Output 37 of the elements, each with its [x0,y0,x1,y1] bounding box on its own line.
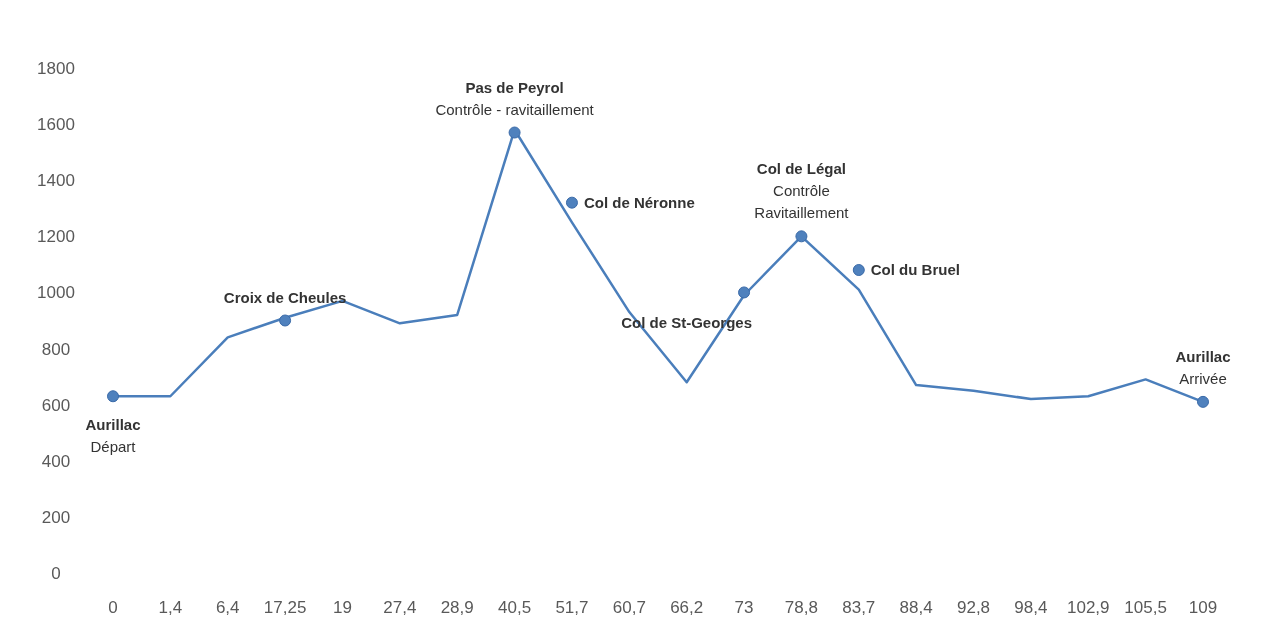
x-tick-label: 98,4 [1014,598,1048,617]
annotation: Col de Néronne [583,193,695,211]
x-tick-label: 19 [333,598,352,617]
y-tick-label: 0 [51,563,61,583]
annotation: Aurillac Arrivée [1175,347,1231,387]
x-tick-label: 60,7 [612,598,646,617]
x-tick-label: 73 [734,598,754,617]
y-tick-label: 1800 [37,58,75,78]
x-tick-label: 51,7 [555,598,589,617]
x-tick-label: 83,7 [842,598,876,617]
x-tick-label: 105,5 [1124,598,1167,617]
x-tick-label: 0 [108,598,118,617]
y-tick-label: 200 [41,507,71,527]
x-tick-label: 40,5 [498,598,532,617]
x-tick-label: 88,4 [899,598,933,617]
y-tick-label: 800 [41,339,71,359]
x-tick-label: 66,2 [670,598,704,617]
annotation: Croix de Cheules [223,288,347,306]
x-tick-label: 92,8 [956,598,991,617]
x-tick-label: 1,4 [158,598,183,617]
y-tick-label: 1400 [37,171,75,191]
annotation: Col de Légal Contrôle Ravitaillement [754,160,850,222]
y-tick-label: 600 [41,395,71,415]
annotation: Aurillac Départ [85,416,141,456]
x-tick-label: 102,9 [1066,598,1110,617]
x-tick-label: 28,9 [440,598,474,617]
x-tick-label: 17,25 [263,598,307,617]
annotation: Pas de Peyrol Contrôle - ravitaillement [435,78,595,118]
y-tick-label: 1000 [37,283,75,303]
x-tick-label: 78,8 [784,598,818,617]
y-tick-label: 400 [41,451,71,471]
y-tick-label: 1200 [37,227,75,247]
x-tick-label: 6,4 [215,598,240,617]
x-tick-label: 109 [1188,598,1218,617]
annotation: Col du Bruel [870,261,960,278]
y-tick-label: 1600 [37,115,75,135]
x-tick-label: 27,4 [383,598,417,617]
